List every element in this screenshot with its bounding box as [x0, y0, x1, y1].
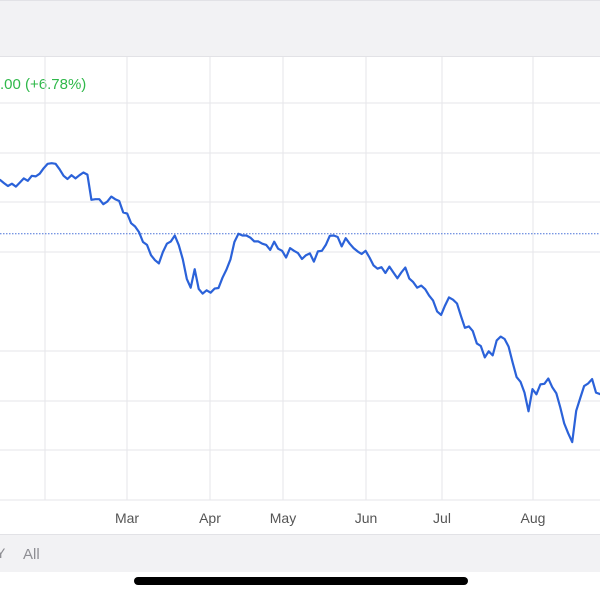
- month-label-aug: Aug: [521, 510, 546, 526]
- month-label-apr: Apr: [199, 510, 221, 526]
- month-label-may: May: [270, 510, 296, 526]
- time-range-bar: Y All: [0, 534, 600, 572]
- home-indicator: [134, 577, 468, 585]
- price-line: [0, 162, 600, 444]
- month-label-jun: Jun: [355, 510, 378, 526]
- range-option-year-partial[interactable]: Y: [0, 545, 6, 561]
- chart-month-labels: Mar Apr May Jun Jul Aug: [115, 510, 546, 526]
- range-option-all[interactable]: All: [23, 546, 40, 563]
- chart-series: [0, 162, 600, 444]
- month-label-jul: Jul: [433, 510, 451, 526]
- chart-header-bar: [0, 0, 600, 57]
- month-label-mar: Mar: [115, 510, 139, 526]
- chart-grid: [0, 57, 600, 501]
- price-change-label: .00 (+6.78%): [0, 76, 87, 93]
